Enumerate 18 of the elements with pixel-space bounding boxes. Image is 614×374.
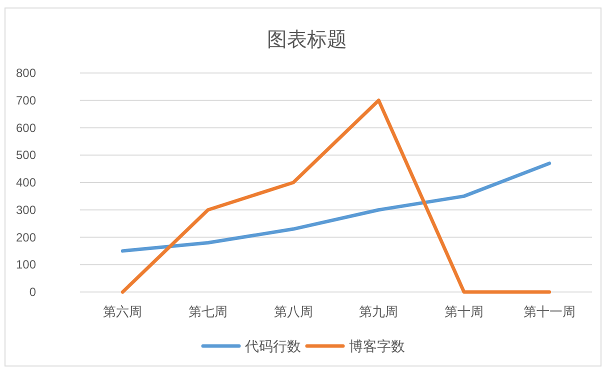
- legend-label: 博客字数: [349, 338, 405, 354]
- x-tick-label: 第六周: [103, 304, 142, 319]
- y-tick-label: 600: [16, 120, 36, 135]
- x-tick-label: 第九周: [359, 304, 398, 319]
- y-tick-label: 400: [16, 176, 36, 190]
- x-tick-label: 第七周: [188, 304, 228, 319]
- y-tick-label: 100: [16, 258, 36, 272]
- y-tick-label: 200: [16, 230, 36, 244]
- y-tick-label: 800: [16, 66, 36, 80]
- x-tick-label: 第八周: [274, 304, 313, 319]
- chart-title: 图表标题: [267, 29, 347, 51]
- legend-label: 代码行数: [244, 338, 301, 354]
- y-tick-label: 500: [16, 148, 36, 162]
- y-tick-label: 300: [16, 202, 36, 217]
- y-tick-label: 700: [16, 93, 36, 108]
- x-tick-label: 第十一周: [523, 304, 576, 319]
- y-tick-label: 0: [29, 285, 36, 299]
- x-tick-label: 第十周: [444, 304, 484, 319]
